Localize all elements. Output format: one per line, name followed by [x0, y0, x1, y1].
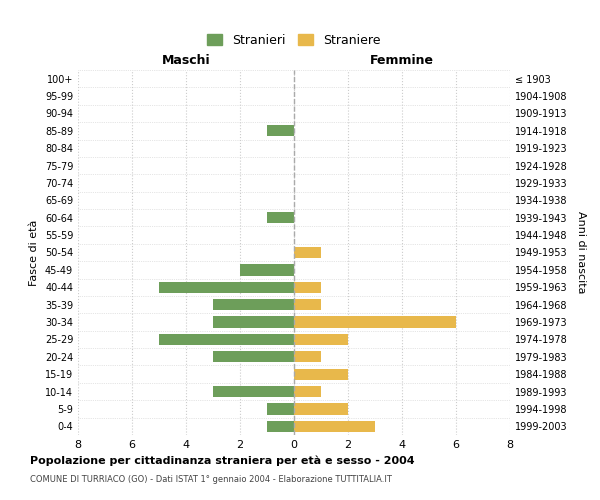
Bar — [294, 316, 456, 328]
Text: Maschi: Maschi — [161, 54, 211, 66]
Y-axis label: Fasce di età: Fasce di età — [29, 220, 39, 286]
Bar — [294, 368, 348, 380]
Bar — [294, 334, 348, 345]
Bar — [267, 212, 294, 224]
Bar — [267, 420, 294, 432]
Text: COMUNE DI TURRIACO (GO) - Dati ISTAT 1° gennaio 2004 - Elaborazione TUTTITALIA.I: COMUNE DI TURRIACO (GO) - Dati ISTAT 1° … — [30, 475, 392, 484]
Bar — [267, 125, 294, 136]
Text: Popolazione per cittadinanza straniera per età e sesso - 2004: Popolazione per cittadinanza straniera p… — [30, 455, 415, 466]
Bar — [240, 264, 294, 276]
Text: Femmine: Femmine — [370, 54, 434, 66]
Y-axis label: Anni di nascita: Anni di nascita — [576, 211, 586, 294]
Bar — [294, 404, 348, 414]
Bar — [294, 420, 375, 432]
Bar — [294, 386, 321, 397]
Bar — [294, 299, 321, 310]
Bar — [159, 334, 294, 345]
Bar — [294, 282, 321, 293]
Bar — [159, 282, 294, 293]
Bar — [294, 247, 321, 258]
Legend: Stranieri, Straniere: Stranieri, Straniere — [202, 29, 386, 52]
Bar — [213, 299, 294, 310]
Bar — [213, 316, 294, 328]
Bar — [213, 386, 294, 397]
Bar — [213, 351, 294, 362]
Bar — [267, 404, 294, 414]
Bar — [294, 351, 321, 362]
